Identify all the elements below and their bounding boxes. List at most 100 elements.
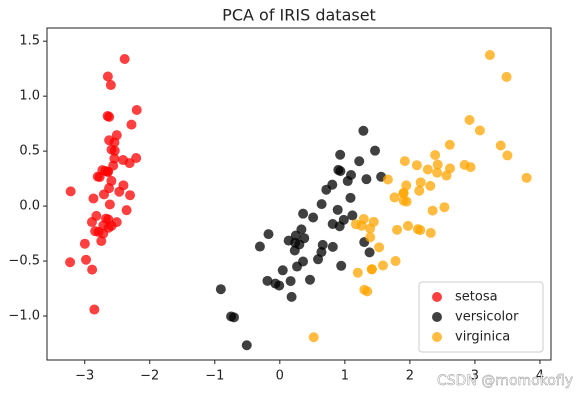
point: [459, 159, 470, 170]
point: [88, 193, 99, 204]
point: [401, 180, 412, 191]
point: [121, 205, 132, 216]
point: [215, 284, 226, 295]
y-tick-label: 1.0: [19, 89, 40, 104]
watermark: CSDN @momokofly: [437, 373, 573, 389]
point: [382, 174, 393, 185]
point: [333, 164, 344, 175]
point: [502, 150, 513, 161]
point: [294, 239, 305, 250]
point: [327, 179, 338, 190]
point: [464, 115, 475, 126]
point: [432, 167, 443, 178]
point: [254, 241, 265, 252]
point: [109, 137, 120, 148]
point: [125, 190, 136, 201]
legend: setosa versicolor virginica: [418, 281, 544, 353]
point: [370, 145, 381, 156]
point: [366, 264, 377, 275]
x-tick-label: 0: [276, 369, 284, 384]
point: [415, 177, 426, 188]
x-tick-label: 4: [536, 369, 544, 384]
point: [263, 229, 274, 240]
point: [65, 257, 76, 268]
point: [316, 199, 327, 210]
x-tick-label: −2: [140, 369, 159, 384]
point: [308, 212, 319, 223]
point: [87, 264, 98, 275]
point: [392, 224, 403, 235]
point: [425, 227, 436, 238]
point: [98, 228, 109, 239]
point: [345, 192, 356, 203]
point: [102, 111, 113, 122]
point: [89, 304, 100, 315]
point: [364, 247, 375, 258]
y-tick-label: 0.0: [19, 199, 40, 214]
point: [430, 149, 441, 160]
point: [389, 192, 400, 203]
point: [374, 242, 385, 253]
point: [432, 159, 443, 170]
point: [354, 156, 365, 167]
y-tick-label: 0.5: [19, 144, 40, 159]
y-tick-label: 1.5: [19, 34, 40, 49]
point: [105, 80, 116, 91]
y-tick-label: −0.5: [8, 254, 40, 269]
point: [308, 332, 319, 343]
point: [118, 180, 129, 191]
x-tick-label: −3: [75, 369, 94, 384]
point: [98, 189, 109, 200]
point: [361, 174, 372, 185]
point: [332, 204, 343, 215]
point: [103, 166, 114, 177]
chart-title: PCA of IRIS dataset: [222, 6, 376, 25]
point: [285, 276, 296, 287]
point: [286, 291, 297, 302]
point: [270, 278, 281, 289]
legend-label: versicolor: [455, 310, 519, 325]
point: [365, 232, 376, 243]
x-tick-label: −1: [205, 369, 224, 384]
point: [347, 210, 358, 221]
plot-frame: [46, 27, 552, 361]
point: [103, 214, 114, 225]
point: [327, 241, 338, 252]
point: [335, 149, 346, 160]
point: [119, 54, 130, 65]
legend-marker: [432, 312, 442, 322]
point: [359, 284, 370, 295]
point: [444, 139, 455, 150]
point: [439, 202, 450, 213]
point: [90, 226, 101, 237]
point: [106, 175, 117, 186]
point: [411, 160, 422, 171]
point: [228, 312, 239, 323]
x-tick-label: 3: [471, 369, 479, 384]
point: [377, 260, 388, 271]
point: [81, 254, 92, 265]
point: [484, 50, 495, 61]
point: [425, 180, 436, 191]
point: [342, 176, 353, 187]
point: [277, 265, 288, 276]
point: [109, 145, 120, 156]
legend-label: virginica: [455, 330, 510, 345]
x-tick-label: 2: [406, 369, 414, 384]
point: [415, 225, 426, 236]
point: [283, 235, 294, 246]
point: [131, 105, 142, 116]
point: [414, 185, 425, 196]
point: [474, 125, 485, 136]
point: [399, 156, 410, 167]
point: [521, 172, 532, 183]
point: [350, 219, 361, 230]
point: [262, 275, 273, 286]
legend-box: [418, 281, 544, 353]
point: [241, 340, 252, 351]
point: [298, 256, 309, 267]
point: [402, 220, 413, 231]
point: [317, 239, 328, 250]
point: [131, 153, 142, 164]
